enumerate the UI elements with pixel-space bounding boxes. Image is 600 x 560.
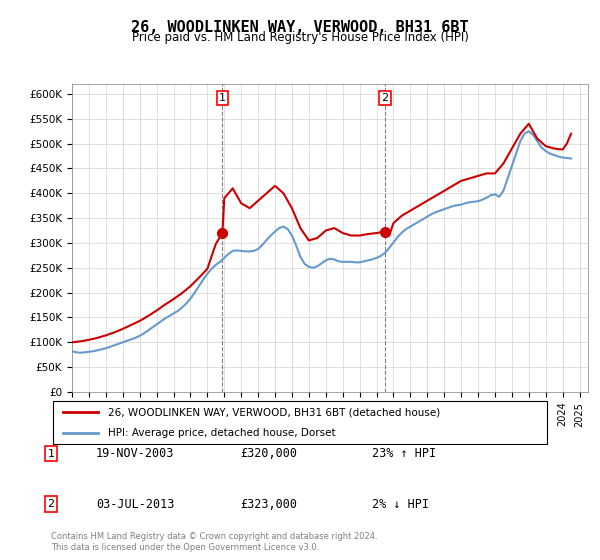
Text: 03-JUL-2013: 03-JUL-2013: [96, 497, 175, 511]
Text: 26, WOODLINKEN WAY, VERWOOD, BH31 6BT: 26, WOODLINKEN WAY, VERWOOD, BH31 6BT: [131, 20, 469, 35]
Text: 26, WOODLINKEN WAY, VERWOOD, BH31 6BT (detached house): 26, WOODLINKEN WAY, VERWOOD, BH31 6BT (d…: [109, 408, 441, 418]
Text: 1: 1: [219, 93, 226, 103]
Text: 2: 2: [382, 93, 389, 103]
Text: Price paid vs. HM Land Registry's House Price Index (HPI): Price paid vs. HM Land Registry's House …: [131, 31, 469, 44]
Text: £320,000: £320,000: [240, 447, 297, 460]
FancyBboxPatch shape: [53, 402, 547, 444]
Text: HPI: Average price, detached house, Dorset: HPI: Average price, detached house, Dors…: [109, 428, 336, 438]
Text: 23% ↑ HPI: 23% ↑ HPI: [372, 447, 436, 460]
Text: Contains HM Land Registry data © Crown copyright and database right 2024.
This d: Contains HM Land Registry data © Crown c…: [51, 532, 377, 552]
Text: 2% ↓ HPI: 2% ↓ HPI: [372, 497, 429, 511]
Text: 2: 2: [47, 499, 55, 509]
Text: 19-NOV-2003: 19-NOV-2003: [96, 447, 175, 460]
Text: £323,000: £323,000: [240, 497, 297, 511]
Text: 1: 1: [47, 449, 55, 459]
